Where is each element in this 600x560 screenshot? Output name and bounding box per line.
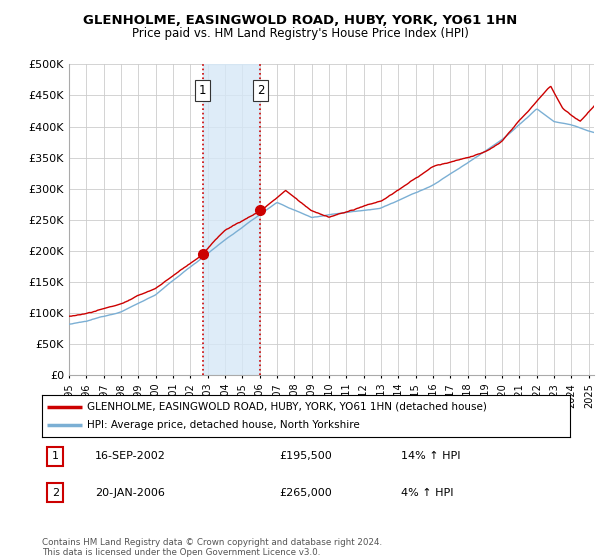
Text: GLENHOLME, EASINGWOLD ROAD, HUBY, YORK, YO61 1HN (detached house): GLENHOLME, EASINGWOLD ROAD, HUBY, YORK, … [87,402,487,412]
Text: 16-SEP-2002: 16-SEP-2002 [95,451,166,461]
Text: 2: 2 [52,488,59,498]
Text: 4% ↑ HPI: 4% ↑ HPI [401,488,454,498]
Text: Contains HM Land Registry data © Crown copyright and database right 2024.
This d: Contains HM Land Registry data © Crown c… [42,538,382,557]
Text: Price paid vs. HM Land Registry's House Price Index (HPI): Price paid vs. HM Land Registry's House … [131,27,469,40]
Text: 1: 1 [199,85,206,97]
Text: HPI: Average price, detached house, North Yorkshire: HPI: Average price, detached house, Nort… [87,420,359,430]
Text: £195,500: £195,500 [280,451,332,461]
Text: £265,000: £265,000 [280,488,332,498]
Text: 1: 1 [52,451,59,461]
Text: GLENHOLME, EASINGWOLD ROAD, HUBY, YORK, YO61 1HN: GLENHOLME, EASINGWOLD ROAD, HUBY, YORK, … [83,14,517,27]
Text: 20-JAN-2006: 20-JAN-2006 [95,488,164,498]
Text: 14% ↑ HPI: 14% ↑ HPI [401,451,461,461]
Text: 2: 2 [257,85,264,97]
